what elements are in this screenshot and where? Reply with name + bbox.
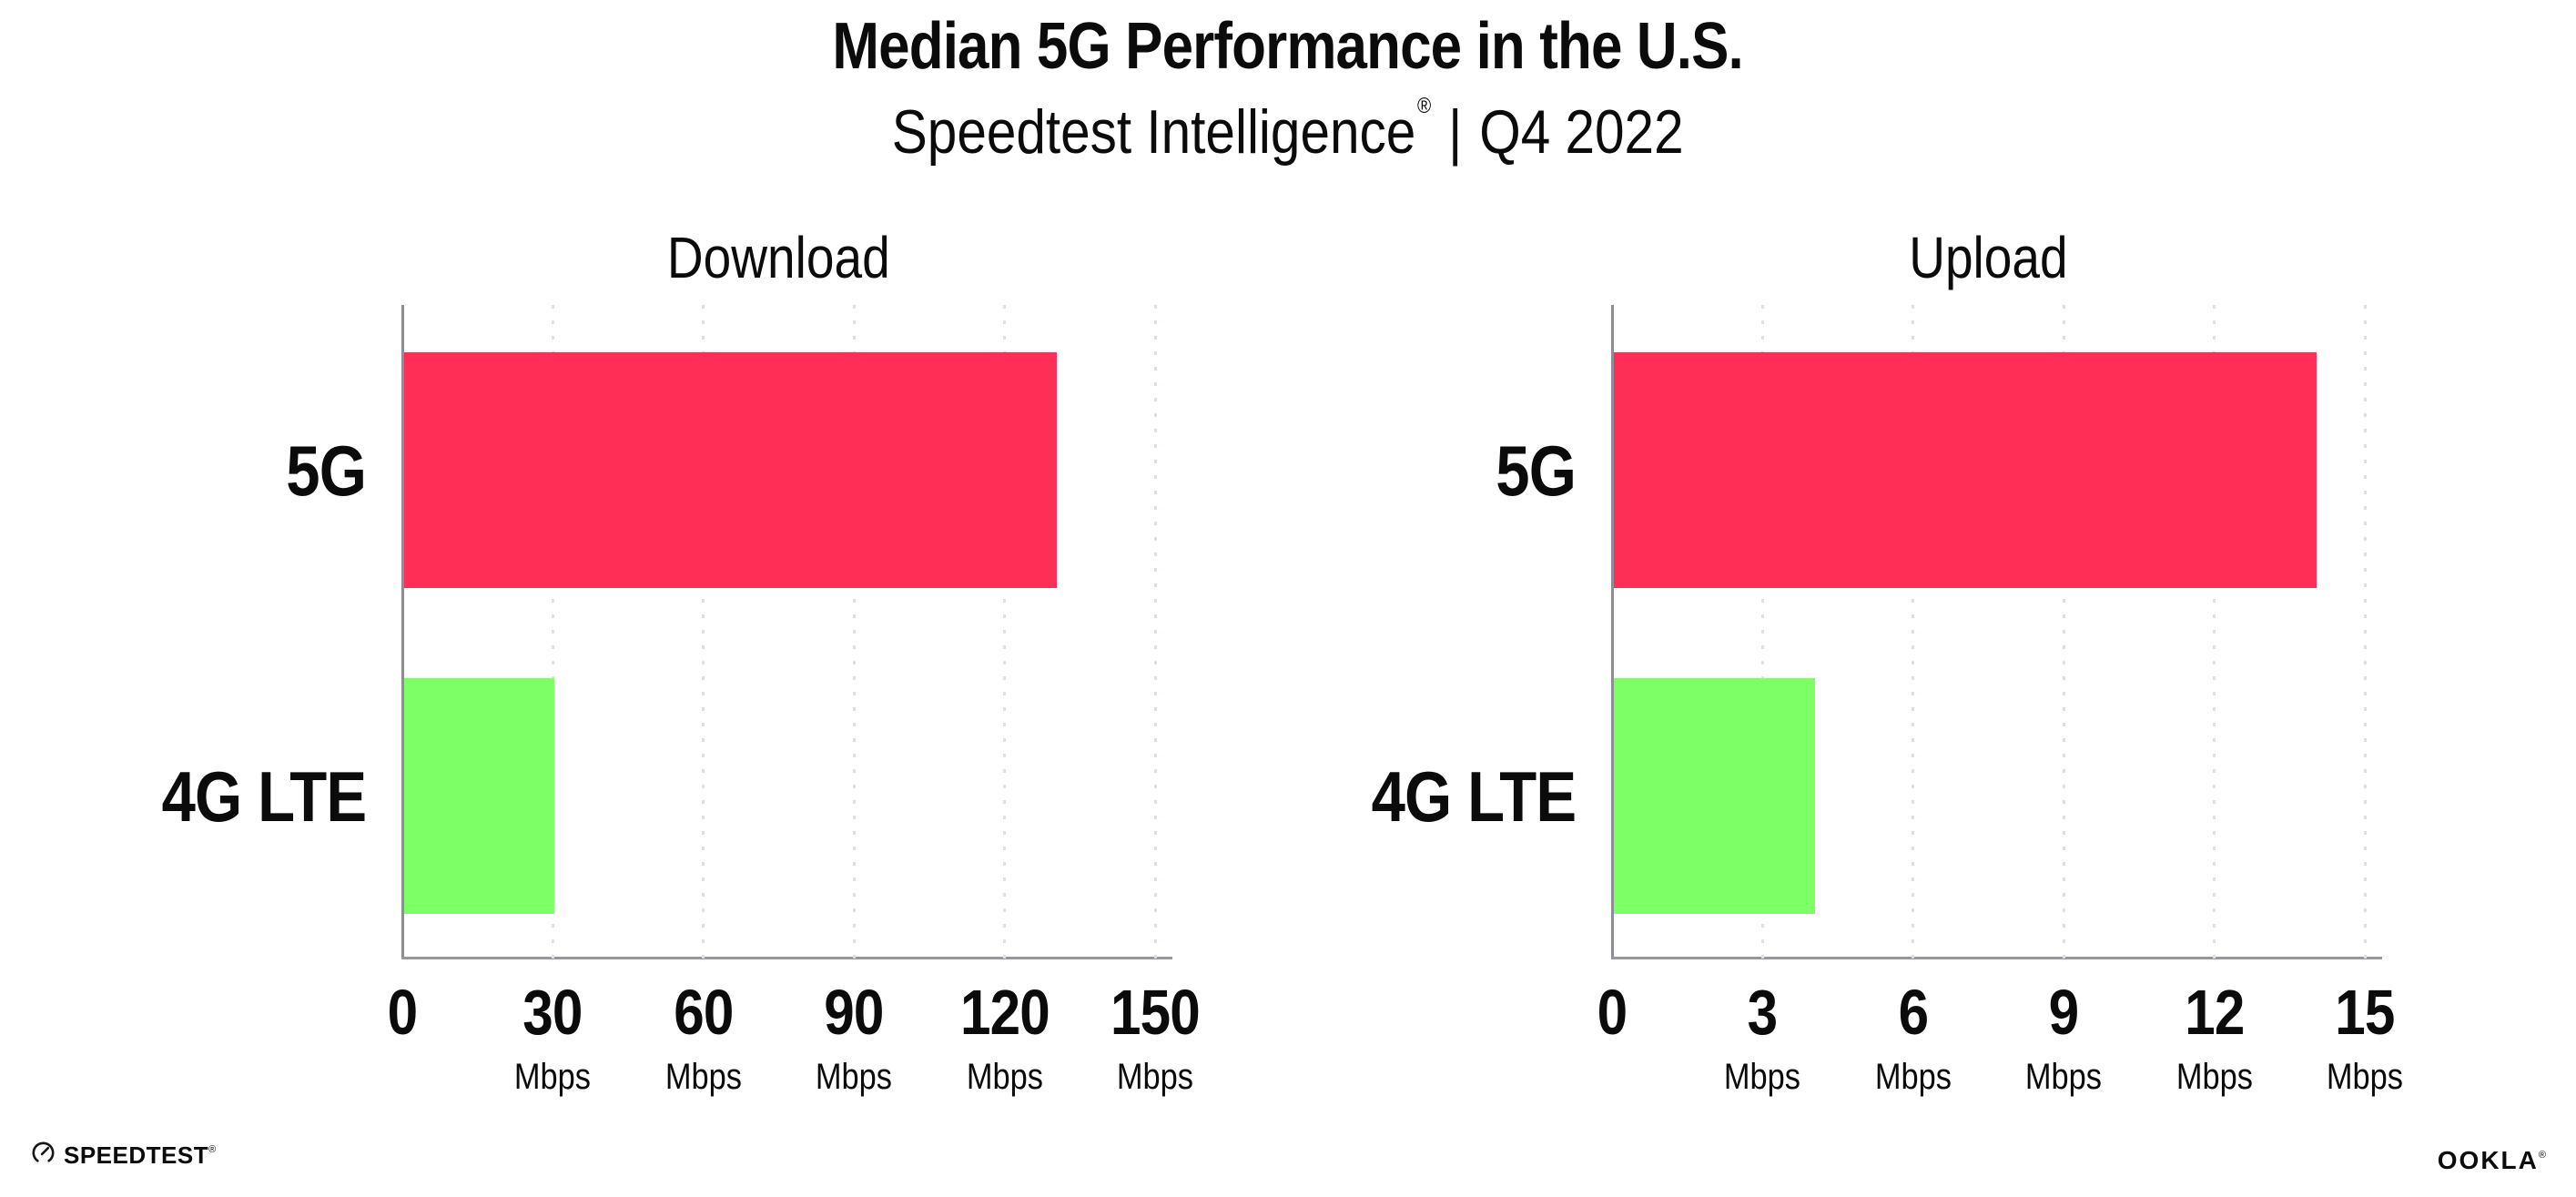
x-tick-12: 12 Mbps: [2133, 979, 2297, 1097]
x-tick-15: 15 Mbps: [2283, 979, 2447, 1097]
x-tick-label: 60: [674, 977, 734, 1048]
x-tick-label: 9: [2048, 977, 2079, 1048]
x-tick-9: 9 Mbps: [1982, 979, 2145, 1097]
x-tick-label: 15: [2335, 977, 2395, 1048]
x-tick-label: 12: [2184, 977, 2245, 1048]
x-tick-label: 0: [1597, 977, 1628, 1048]
x-tick-label: 150: [1111, 977, 1201, 1048]
x-tick-0: 0: [1530, 979, 1694, 1046]
bar-4g-lte: [1614, 678, 1815, 914]
x-tick-label: 120: [959, 977, 1050, 1048]
speedtest-wordmark: SPEEDTEST®: [64, 1141, 217, 1169]
gridline-3: [1760, 305, 1764, 959]
x-tick-unit-label: Mbps: [2175, 1057, 2253, 1097]
subtitle-separator: |: [1448, 97, 1463, 167]
chart-subtitle: Speedtest Intelligence® | Q4 2022: [0, 94, 2576, 167]
gridline-90: [852, 305, 856, 959]
x-tick-30: 30 Mbps: [471, 979, 634, 1097]
ookla-trademark-mark: ®: [2538, 1150, 2546, 1161]
x-tick-unit-label: Mbps: [1874, 1057, 1952, 1097]
gridline-15: [2363, 305, 2367, 959]
x-tick-label: 0: [387, 977, 418, 1048]
chart-subtitle-text: Speedtest Intelligence® | Q4 2022: [892, 94, 1684, 167]
category-label-5g: 5G: [286, 430, 367, 511]
ookla-logo: OOKLA®: [2438, 1141, 2546, 1175]
ookla-wordmark: OOKLA: [2437, 1146, 2539, 1174]
bar-4g-lte: [404, 678, 555, 914]
gridline-120: [1003, 305, 1007, 959]
category-label-4g-lte: 4G LTE: [161, 756, 367, 837]
y-axis-line: [401, 305, 404, 959]
x-tick-60: 60 Mbps: [622, 979, 786, 1097]
x-tick-unit-label: Mbps: [816, 1057, 893, 1097]
subtitle-period: Q4 2022: [1479, 97, 1684, 167]
category-label-4g-lte: 4G LTE: [1371, 756, 1577, 837]
gridline-9: [2062, 305, 2065, 959]
gridline-150: [1153, 305, 1157, 959]
upload-plot-area: [1611, 305, 2382, 959]
panel-title-upload: Upload: [1909, 225, 2068, 290]
download-plot-area: [401, 305, 1172, 959]
chart-title: Median 5G Performance in the U.S.: [0, 10, 2576, 83]
x-tick-0: 0: [320, 979, 484, 1046]
download-chart-panel: 0 30 Mbps 60 Mbps 90 Mbps 120 Mbps 150 Mbps 5G 4G LT…: [161, 305, 1201, 1124]
speedtest-trademark-mark: ®: [208, 1144, 217, 1155]
x-tick-label: 30: [522, 977, 583, 1048]
x-tick-label: 3: [1748, 977, 1778, 1048]
x-tick-120: 120 Mbps: [923, 979, 1087, 1097]
gridline-6: [1912, 305, 1915, 959]
x-tick-unit-label: Mbps: [2326, 1057, 2404, 1097]
chart-title-text: Median 5G Performance in the U.S.: [832, 10, 1744, 83]
x-tick-unit-label: Mbps: [514, 1057, 592, 1097]
x-tick-label: 6: [1898, 977, 1929, 1048]
registered-trademark-mark: ®: [1417, 94, 1432, 118]
category-label-5g: 5G: [1496, 430, 1577, 511]
x-axis-line: [1611, 957, 2382, 959]
x-tick-6: 6 Mbps: [1831, 979, 1995, 1097]
bar-5g: [1614, 352, 2317, 588]
y-axis-line: [1611, 305, 1614, 959]
gridline-12: [2213, 305, 2216, 959]
subtitle-brand: Speedtest Intelligence: [892, 97, 1416, 167]
x-tick-unit-label: Mbps: [2025, 1057, 2103, 1097]
bar-5g: [404, 352, 1057, 588]
panel-title-download: Download: [667, 225, 890, 290]
x-tick-3: 3 Mbps: [1680, 979, 1844, 1097]
x-tick-unit-label: Mbps: [1724, 1057, 1801, 1097]
x-tick-label: 90: [824, 977, 885, 1048]
x-tick-unit-label: Mbps: [966, 1057, 1043, 1097]
upload-chart-panel: 0 3 Mbps 6 Mbps 9 Mbps 12 Mbps 15 Mbps 5G 4G LTE: [1371, 305, 2403, 1124]
x-tick-unit-label: Mbps: [664, 1057, 742, 1097]
x-tick-unit-label: Mbps: [1116, 1057, 1194, 1097]
x-axis-line: [401, 957, 1172, 959]
x-tick-150: 150 Mbps: [1073, 979, 1237, 1097]
speedtest-gauge-icon: [32, 1141, 55, 1162]
gridline-30: [551, 305, 554, 959]
speedtest-logo: SPEEDTEST®: [31, 1136, 216, 1169]
x-tick-90: 90 Mbps: [772, 979, 936, 1097]
gridline-60: [702, 305, 705, 959]
